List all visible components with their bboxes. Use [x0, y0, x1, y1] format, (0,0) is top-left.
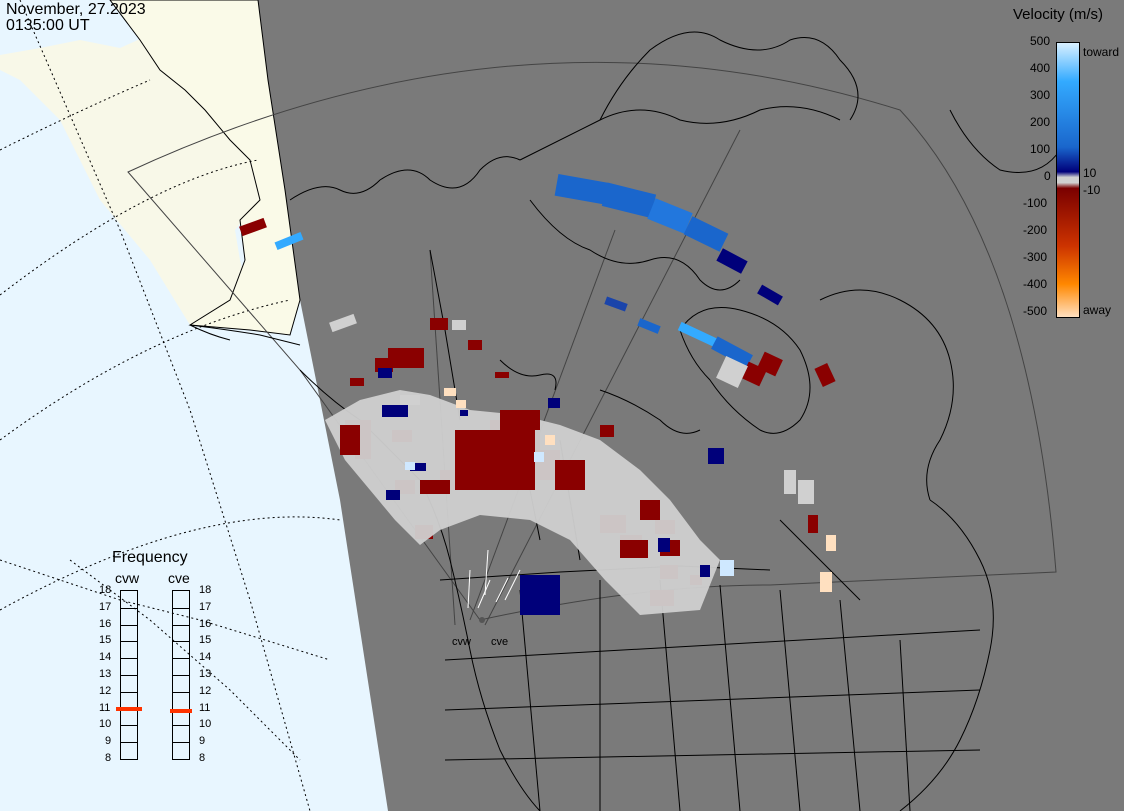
frequency-gridline [173, 675, 189, 676]
frequency-gridline [173, 641, 189, 643]
colorbar-tick-label: -10 [1083, 183, 1101, 197]
frequency-tick-left: 15 [99, 634, 112, 647]
colorbar-tick-label: -400 [1023, 277, 1048, 291]
colorbar-tick-label: -100 [1023, 196, 1048, 210]
frequency-tick-right: 10 [199, 718, 212, 731]
radar-site-label-cve: cve [491, 636, 509, 648]
frequency-title: Frequency [112, 549, 188, 566]
frequency-gridline [173, 691, 189, 693]
radar-site-label-cvw: cvw [452, 636, 471, 648]
colorbar-tick-label: -500 [1023, 304, 1048, 318]
frequency-tick-right: 14 [199, 651, 212, 664]
radar-site-lines [467, 549, 521, 609]
frequency-gridline [173, 624, 189, 626]
echo-toward-max [405, 452, 734, 576]
radar-label-cvw: cvw [115, 570, 140, 586]
colorbar-tick-label: 100 [1030, 142, 1051, 156]
velocity-colorbar [1056, 42, 1080, 318]
colorbar-tick-label: 200 [1030, 115, 1051, 129]
frequency-marker-cvw [116, 707, 142, 712]
away-label: away [1083, 303, 1112, 317]
frequency-tick-left: 10 [99, 718, 112, 731]
colorbar-tick-label: 400 [1030, 61, 1051, 75]
date-label: November, 27.2023 [6, 1, 146, 18]
frequency-marker-cve [170, 708, 192, 713]
frequency-bar-cve [172, 590, 190, 760]
frequency-gridline [121, 742, 137, 744]
frequency-tick-left: 8 [105, 752, 112, 764]
frequency-tick-left: 18 [99, 584, 112, 596]
frequency-tick-right: 17 [199, 600, 212, 613]
frequency-tick-left: 12 [99, 684, 112, 697]
frequency-gridline [121, 725, 137, 727]
frequency-tick-right: 18 [199, 584, 212, 596]
alaska-land-day [109, 0, 301, 336]
frequency-tick-right: 15 [199, 634, 212, 647]
frequency-tick-right: 13 [199, 668, 212, 680]
frequency-gridline [121, 658, 137, 660]
frequency-tick-left: 16 [99, 617, 112, 630]
frequency-gridline [121, 675, 137, 676]
frequency-tick-left: 13 [99, 668, 112, 680]
echo-toward-low [378, 368, 724, 615]
frequency-gridline [121, 607, 137, 609]
echo-away-max [444, 388, 836, 592]
frequency-tick-right: 8 [199, 752, 206, 764]
echo-band-north [274, 174, 783, 368]
frequency-tick-right: 12 [199, 684, 212, 697]
radar-label-cve: cve [168, 570, 190, 586]
frequency-gridline [121, 624, 137, 626]
colorbar-tick-label: -200 [1023, 223, 1048, 237]
frequency-gridline [173, 658, 189, 660]
frequency-tick-right: 11 [199, 701, 211, 714]
frequency-tick-left: 17 [99, 600, 112, 613]
frequency-gridline [173, 607, 189, 609]
frequency-gridline [121, 641, 137, 643]
colorbar-tick-label: 0 [1044, 169, 1051, 183]
frequency-tick-right: 16 [199, 617, 212, 630]
frequency-gridline [173, 725, 189, 727]
time-label: 0135:00 UT [6, 17, 90, 34]
frequency-tick-left: 9 [105, 735, 112, 748]
coastlines [189, 31, 1061, 811]
ground-scatter [325, 313, 814, 615]
frequency-tick-left: 11 [99, 701, 111, 714]
colorbar-tick-label: -300 [1023, 250, 1048, 264]
colorbar-tick-label: 300 [1030, 88, 1051, 102]
daylight-region [0, 0, 388, 811]
toward-label: toward [1083, 45, 1120, 59]
frequency-tick-right: 9 [199, 735, 206, 748]
echo-away-overlay [340, 410, 680, 558]
graticule-day [0, 0, 341, 811]
frequency-gridline [121, 691, 137, 693]
frequency-gridline [173, 742, 189, 744]
frequency-tick-left: 14 [99, 651, 112, 664]
colorbar-tick-label: 500 [1030, 34, 1051, 48]
colorbar-tick-label: 10 [1083, 166, 1097, 180]
frequency-bar-cvw [120, 590, 138, 760]
radar-site-marker [479, 617, 485, 623]
legend-title: Velocity (m/s) [1013, 6, 1104, 23]
